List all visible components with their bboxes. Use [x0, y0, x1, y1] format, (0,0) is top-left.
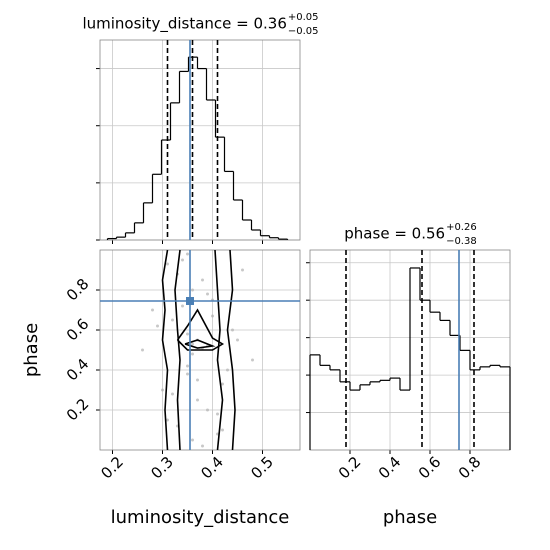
contour	[174, 249, 181, 451]
sample-point	[186, 332, 189, 336]
sample-point	[206, 292, 209, 296]
x-tick-label: 0.4	[375, 453, 405, 483]
sample-point	[201, 444, 204, 448]
panel-title: phase = 0.56	[344, 225, 445, 243]
contour	[226, 249, 236, 451]
sample-point	[171, 318, 174, 322]
sample-point	[141, 348, 144, 352]
axes-frame	[99, 39, 301, 241]
contour	[214, 249, 224, 451]
x-axis-label: phase	[383, 507, 437, 528]
x-tick-label: 0.2	[335, 453, 365, 483]
x-tick-label: 0.4	[197, 453, 227, 483]
x-tick-label: 0.8	[455, 453, 485, 483]
sample-point	[171, 392, 174, 396]
sample-point	[166, 262, 169, 266]
x-tick-label: 0.3	[147, 453, 177, 483]
sample-point	[166, 418, 169, 422]
sample-point	[151, 308, 154, 312]
sample-point	[191, 438, 194, 442]
sample-point	[221, 382, 224, 386]
y-tick-label: 0.8	[63, 275, 93, 305]
sample-point	[221, 428, 224, 432]
sample-point	[211, 314, 214, 318]
sample-point	[226, 368, 229, 372]
panel-title: luminosity_distance = 0.36	[82, 15, 286, 34]
sample-point	[236, 338, 239, 342]
x-tick-label: 0.5	[247, 453, 277, 483]
sample-point	[186, 364, 189, 368]
sample-point	[201, 278, 204, 282]
sample-point	[196, 398, 199, 402]
contour	[184, 339, 216, 349]
sample-point	[161, 388, 164, 392]
sample-point	[191, 288, 194, 292]
axes-frame	[309, 249, 511, 451]
sample-point	[181, 304, 184, 308]
sample-point	[196, 378, 199, 382]
sample-point	[181, 258, 184, 262]
truth-marker	[186, 297, 194, 305]
contour	[161, 249, 169, 451]
title-sup: +0.05	[288, 12, 319, 23]
sample-point	[191, 342, 194, 346]
sample-point	[251, 358, 254, 362]
contour	[176, 308, 225, 351]
sample-point	[186, 252, 189, 256]
sample-point	[241, 268, 244, 272]
y-tick-label: 0.4	[63, 355, 93, 385]
y-tick-label: 0.6	[63, 315, 93, 345]
title-sub: −0.05	[288, 26, 319, 37]
sample-point	[206, 408, 209, 412]
sample-point	[191, 352, 194, 356]
x-axis-label: luminosity_distance	[111, 507, 290, 528]
sample-point	[156, 324, 159, 328]
x-tick-label: 0.6	[415, 453, 445, 483]
title-sup: +0.26	[446, 222, 477, 233]
y-axis-label: phase	[21, 323, 42, 377]
axes-frame	[99, 249, 301, 451]
sample-point	[216, 412, 219, 416]
sample-point	[231, 328, 234, 332]
title-sub: −0.38	[446, 236, 477, 247]
y-tick-label: 0.2	[63, 395, 93, 425]
x-tick-label: 0.2	[97, 453, 127, 483]
sample-point	[186, 372, 189, 376]
